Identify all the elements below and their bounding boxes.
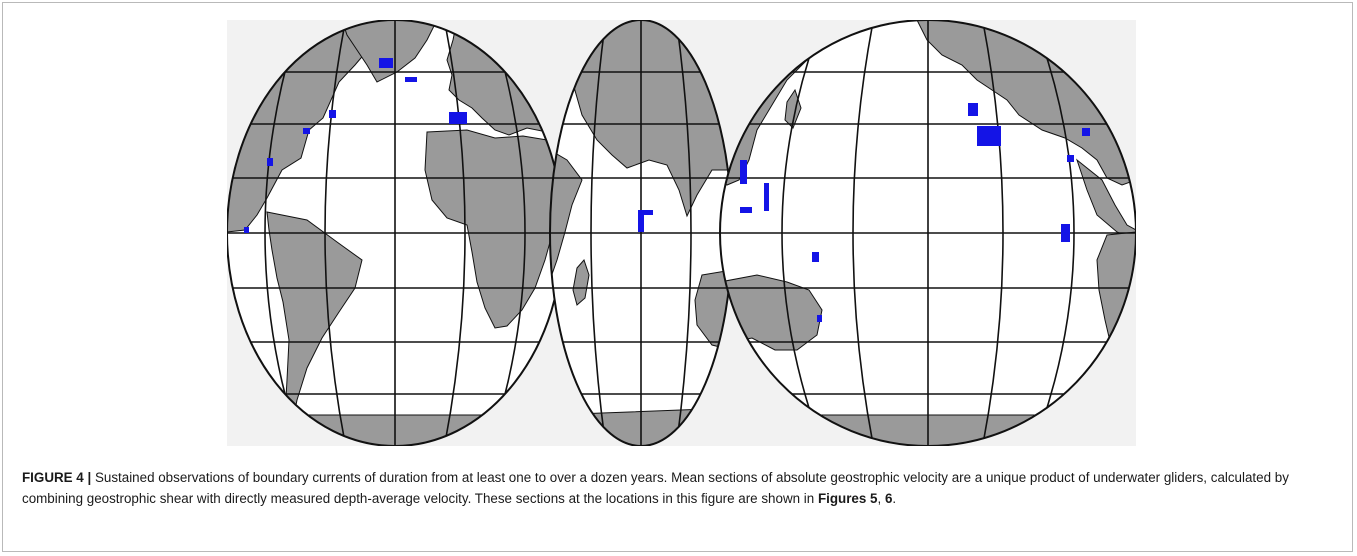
madagascar-land bbox=[572, 259, 590, 306]
caption-end: . bbox=[892, 491, 897, 506]
observation-markers bbox=[244, 58, 1090, 322]
obs-gulf-of-mexico bbox=[1067, 155, 1074, 162]
obs-marianas bbox=[764, 183, 769, 211]
lobe-indian bbox=[549, 20, 733, 446]
obs-gulf-of-maine bbox=[303, 128, 310, 134]
obs-iceland-norway bbox=[329, 110, 336, 118]
obs-philippines bbox=[740, 207, 752, 213]
caption-figure-ref-1[interactable]: Figures 5 bbox=[817, 491, 878, 506]
central-america-land bbox=[1075, 158, 1136, 241]
obs-peru-chile bbox=[1061, 224, 1070, 242]
map-svg bbox=[227, 20, 1136, 446]
caption-figure-ref-2[interactable]: 6 bbox=[884, 491, 893, 506]
obs-gulf-of-alaska bbox=[968, 103, 978, 116]
greenland-land bbox=[341, 20, 438, 83]
obs-labrador bbox=[379, 58, 393, 68]
obs-caribbean bbox=[244, 227, 249, 233]
figure-caption: FIGURE 4 | Sustained observations of bou… bbox=[22, 467, 1340, 509]
obs-north-indian-ocean bbox=[638, 210, 644, 232]
obs-north-indian-ocean-2 bbox=[641, 210, 653, 215]
lobe-pacific bbox=[719, 20, 1136, 446]
obs-mediterranean bbox=[449, 112, 467, 124]
obs-california-current bbox=[977, 126, 1001, 146]
caption-text: Sustained observations of boundary curre… bbox=[22, 470, 1289, 506]
world-map bbox=[227, 20, 1136, 446]
obs-us-east-coast bbox=[1082, 128, 1090, 136]
obs-greenland bbox=[405, 77, 417, 82]
antarctica-east-land bbox=[786, 414, 1136, 446]
lobe-atlantic bbox=[227, 20, 564, 446]
obs-kuroshio-taiwan bbox=[740, 160, 747, 184]
caption-separator: , bbox=[877, 491, 885, 506]
obs-east-australia bbox=[817, 315, 822, 322]
africa-land bbox=[424, 129, 563, 329]
obs-florida bbox=[267, 158, 273, 166]
caption-label: FIGURE 4 | bbox=[22, 470, 92, 485]
obs-solomon-sea bbox=[812, 252, 819, 262]
